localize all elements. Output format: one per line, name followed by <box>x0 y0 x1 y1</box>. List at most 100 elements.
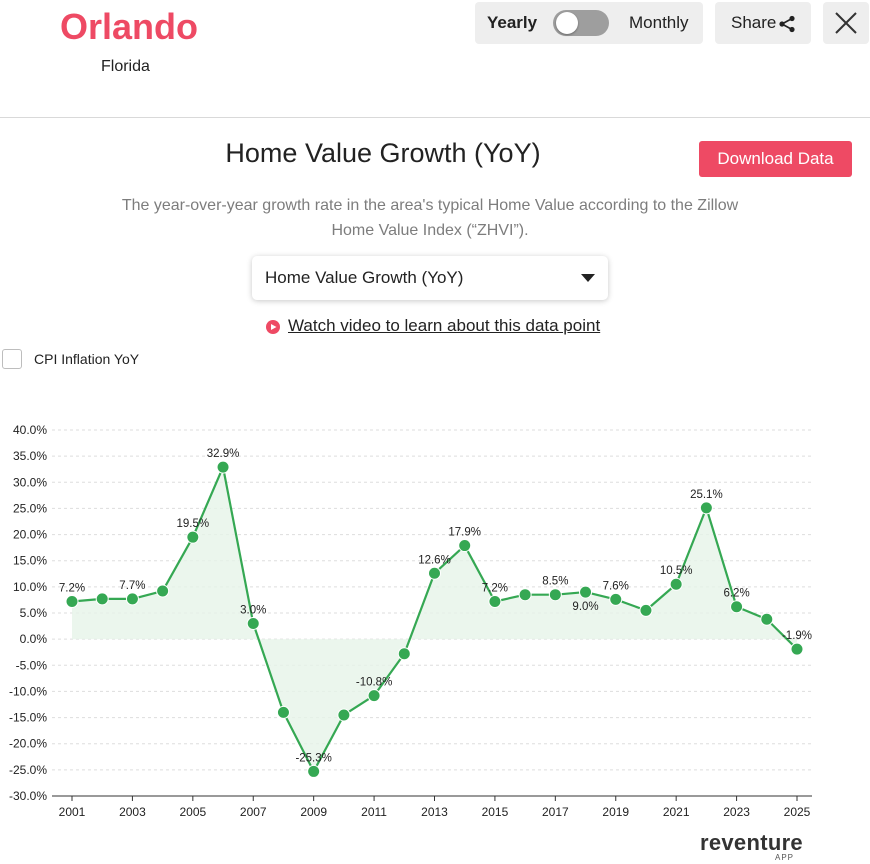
play-icon <box>266 320 280 334</box>
period-toggle-switch[interactable] <box>553 10 609 36</box>
data-point[interactable] <box>125 592 139 606</box>
data-label: 6.2% <box>723 588 749 600</box>
data-point[interactable] <box>307 764 321 778</box>
data-point[interactable] <box>95 592 109 606</box>
chart-points <box>65 460 804 778</box>
x-tick-label: 2011 <box>361 805 387 819</box>
y-tick-label: 40.0% <box>13 423 47 437</box>
data-point[interactable] <box>639 603 653 617</box>
data-point[interactable] <box>186 530 200 544</box>
x-tick-label: 2023 <box>723 805 750 819</box>
data-point[interactable] <box>790 642 804 656</box>
data-label: 7.2% <box>482 582 508 594</box>
x-tick-label: 2009 <box>300 805 327 819</box>
chart-axes: 40.0% 35.0% 30.0% 25.0% 20.0% 15.0% 10.0% 5.0% 0… <box>9 423 812 819</box>
data-point[interactable] <box>699 501 713 515</box>
data-point[interactable] <box>760 612 774 626</box>
download-data-button[interactable]: Download Data <box>699 141 852 177</box>
data-label: 10.5% <box>660 565 693 577</box>
cpi-inflation-checkbox[interactable] <box>2 349 22 369</box>
reventure-logo: reventure <box>700 830 803 855</box>
state-name: Florida <box>101 58 150 75</box>
data-point[interactable] <box>397 647 411 661</box>
y-tick-label: -25.0% <box>9 763 47 777</box>
data-label: 19.5% <box>177 518 210 530</box>
y-tick-label: 0.0% <box>20 632 48 646</box>
metric-dropdown[interactable]: Home Value Growth (YoY) <box>252 256 608 300</box>
metric-description: The year-over-year growth rate in the ar… <box>121 197 739 239</box>
caret-down-icon <box>581 274 595 282</box>
x-tick-label: 2001 <box>59 805 86 819</box>
x-tick-label: 2025 <box>784 805 811 819</box>
watch-video-text: Watch video to learn about this data poi… <box>288 316 601 335</box>
page-title: Home Value Growth (YoY) <box>225 138 541 168</box>
data-point[interactable] <box>65 594 79 608</box>
data-point[interactable] <box>579 585 593 599</box>
data-point[interactable] <box>276 705 290 719</box>
data-point[interactable] <box>518 588 532 602</box>
close-button[interactable] <box>823 2 869 44</box>
chart-area <box>72 467 797 772</box>
y-tick-label: -5.0% <box>16 658 48 672</box>
x-tick-label: 2007 <box>240 805 267 819</box>
data-label: 25.1% <box>690 489 723 501</box>
data-label: -1.9% <box>782 630 812 642</box>
data-point[interactable] <box>367 689 381 703</box>
chart-data-labels: 7.2% 7.7% 19.5% 32.9% 3.0% -25.3% -10.8% 12.6% 1… <box>59 448 812 764</box>
y-tick-label: 5.0% <box>20 606 48 620</box>
data-label: 12.6% <box>418 554 451 566</box>
toggle-yearly-label[interactable]: Yearly <box>487 13 538 32</box>
x-tick-label: 2017 <box>542 805 569 819</box>
y-tick-label: 25.0% <box>13 501 47 515</box>
y-tick-label: 15.0% <box>13 554 47 568</box>
data-point[interactable] <box>216 460 230 474</box>
y-tick-label: -15.0% <box>9 711 47 725</box>
data-label: 32.9% <box>207 448 240 460</box>
x-tick-label: 2005 <box>179 805 206 819</box>
y-tick-label: 10.0% <box>13 580 47 594</box>
period-toggle: Yearly Monthly <box>475 2 703 44</box>
data-label: -25.3% <box>295 752 331 764</box>
y-tick-label: -20.0% <box>9 737 47 751</box>
data-point[interactable] <box>730 600 744 614</box>
data-label: -10.8% <box>356 677 392 689</box>
reventure-logo-sub: APP <box>775 853 795 862</box>
y-tick-label: 35.0% <box>13 449 47 463</box>
data-label: 7.7% <box>119 580 145 592</box>
data-point[interactable] <box>458 539 472 553</box>
toggle-knob <box>556 12 578 34</box>
x-tick-label: 2003 <box>119 805 146 819</box>
metric-dropdown-value: Home Value Growth (YoY) <box>265 268 464 287</box>
data-point[interactable] <box>156 584 170 598</box>
y-tick-label: -10.0% <box>9 684 47 698</box>
cpi-inflation-label: CPI Inflation YoY <box>34 351 140 367</box>
share-label: Share <box>731 13 777 32</box>
area-fill <box>72 467 797 772</box>
data-point[interactable] <box>428 566 441 580</box>
y-tick-label: 20.0% <box>13 528 47 542</box>
data-point[interactable] <box>337 708 351 722</box>
data-point[interactable] <box>669 577 683 591</box>
y-tick-label: 30.0% <box>13 475 47 489</box>
x-tick-label: 2019 <box>602 805 629 819</box>
toggle-monthly-label[interactable]: Monthly <box>629 13 689 32</box>
close-icon <box>835 12 857 34</box>
data-point[interactable] <box>488 594 502 608</box>
city-name: Orlando <box>60 6 199 47</box>
data-point[interactable] <box>609 592 623 606</box>
share-button[interactable]: Share <box>715 2 811 44</box>
data-label: 8.5% <box>542 576 568 588</box>
home-value-growth-chart: 40.0% 35.0% 30.0% 25.0% 20.0% 15.0% 10.0% 5.0% 0… <box>9 423 812 819</box>
data-label: 7.2% <box>59 582 85 594</box>
data-label: 9.0% <box>572 601 598 613</box>
x-tick-label: 2021 <box>663 805 690 819</box>
data-label: 17.9% <box>448 527 481 539</box>
x-tick-label: 2015 <box>482 805 509 819</box>
data-point[interactable] <box>548 588 562 602</box>
data-label: 7.6% <box>603 580 629 592</box>
y-tick-label: -30.0% <box>9 789 47 803</box>
data-label: 3.0% <box>240 604 266 616</box>
data-point[interactable] <box>246 616 260 630</box>
x-tick-label: 2013 <box>421 805 448 819</box>
header: Orlando Florida Yearly Monthly Share <box>0 0 870 118</box>
